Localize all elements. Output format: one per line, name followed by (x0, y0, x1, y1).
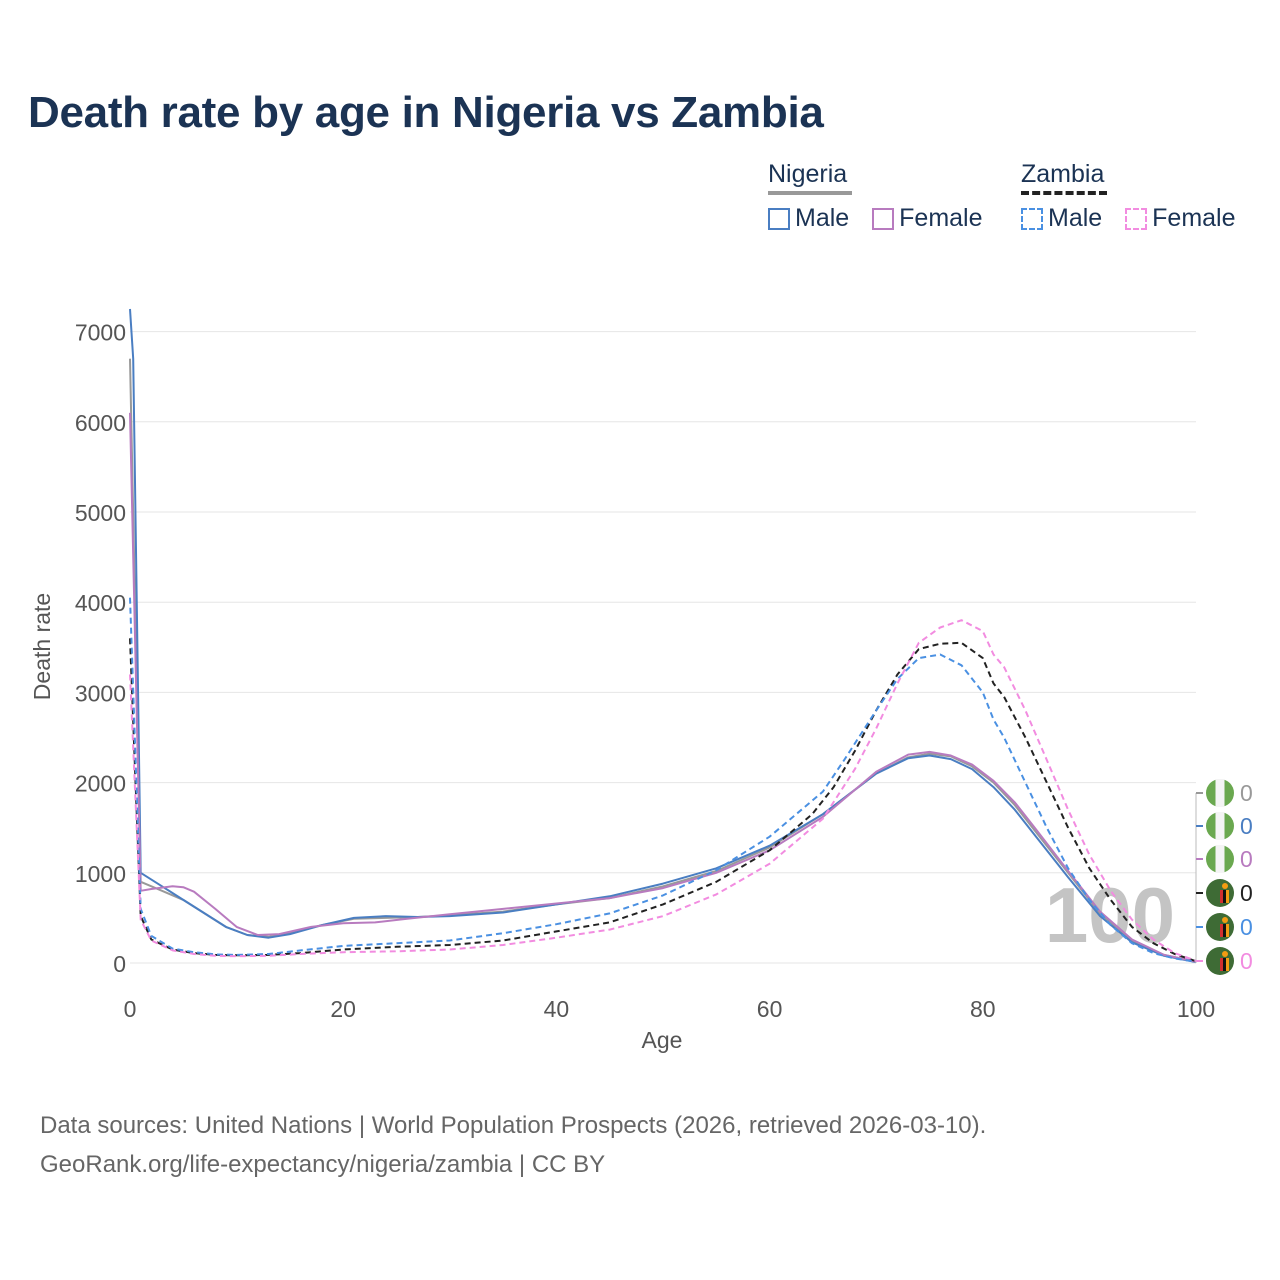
x-tick-label-20: 20 (330, 996, 356, 1022)
legend-title-line-nigeria (768, 191, 852, 195)
y-tick-label-1000: 1000 (75, 861, 126, 887)
zambia-flag-orange-4 (1226, 924, 1229, 937)
x-tick-label-100: 100 (1177, 996, 1215, 1022)
legend-title-nigeria: Nigeria (768, 160, 848, 188)
y-tick-label-6000: 6000 (75, 410, 126, 436)
legend-label-nigeria-male: Male (795, 204, 850, 232)
footer-source: Data sources: United Nations | World Pop… (40, 1112, 987, 1139)
footer-attribution[interactable]: GeoRank.org/life-expectancy/nigeria/zamb… (40, 1151, 606, 1178)
y-tick-label-4000: 4000 (75, 590, 126, 616)
legend-items-zambia: Male Female (1021, 204, 1252, 237)
y-axis-title: Death rate (29, 593, 55, 700)
zambia-flag-eagle-4 (1222, 917, 1228, 923)
y-tick-label-5000: 5000 (75, 500, 126, 526)
legend-swatch-nigeria-female (872, 207, 895, 230)
legend-label-zambia-male: Male (1048, 204, 1103, 232)
x-axis-title: Age (642, 1027, 683, 1053)
legend-label-zambia-female: Female (1152, 204, 1236, 232)
nigeria-flag-stripe-1 (1215, 812, 1225, 840)
zambia-flag-eagle-3 (1222, 883, 1228, 889)
zambia-flag-red-5 (1220, 958, 1223, 971)
series-line-zambia-total (129, 638, 1197, 963)
legend-swatch-nigeria-male (768, 207, 790, 230)
legend-title-line-zambia (1021, 191, 1107, 195)
zambia-flag-black-3 (1223, 890, 1226, 903)
series-line-zambia-female (129, 619, 1197, 962)
legend-label-nigeria-female: Female (899, 204, 983, 232)
zambia-flag-orange-5 (1226, 958, 1229, 971)
series-line-nigeria-female (129, 412, 1197, 963)
legend-item-zambia-female[interactable]: Female (1125, 204, 1236, 233)
legend-item-nigeria-male[interactable]: Male (768, 204, 849, 233)
legend-title-zambia: Zambia (1021, 160, 1105, 188)
series-line-zambia-male (129, 597, 1197, 963)
nigeria-flag-stripe-2 (1215, 845, 1225, 873)
zambia-flag-black-5 (1223, 958, 1226, 971)
x-tick-label-80: 80 (970, 996, 996, 1022)
zambia-flag-eagle-5 (1222, 951, 1228, 957)
series-line-nigeria-total (129, 358, 1197, 963)
end-value-label-2: 0 (1240, 846, 1253, 872)
legend-item-nigeria-female[interactable]: Female (872, 204, 983, 233)
legend-items-nigeria: Male Female (768, 204, 999, 237)
current-age-label: 100 (1045, 871, 1175, 959)
y-tick-label-2000: 2000 (75, 771, 126, 797)
legend-swatch-zambia-male (1021, 207, 1043, 230)
series-line-nigeria-male (129, 308, 1197, 964)
y-tick-label-3000: 3000 (75, 680, 126, 706)
footer: Data sources: United Nations | World Pop… (40, 1106, 986, 1184)
zambia-flag-orange-3 (1226, 890, 1229, 903)
end-value-label-4: 0 (1240, 914, 1253, 940)
end-value-label-5: 0 (1240, 948, 1253, 974)
x-tick-label-40: 40 (544, 996, 570, 1022)
chart-title: Death rate by age in Nigeria vs Zambia (28, 88, 824, 137)
x-tick-label-0: 0 (124, 996, 137, 1022)
x-tick-label-60: 60 (757, 996, 783, 1022)
end-value-label-1: 0 (1240, 813, 1253, 839)
nigeria-flag-stripe-0 (1215, 779, 1225, 807)
zambia-flag-red-3 (1220, 890, 1223, 903)
end-value-label-0: 0 (1240, 780, 1253, 806)
legend-swatch-zambia-female (1125, 207, 1148, 230)
end-value-label-3: 0 (1240, 880, 1253, 906)
zambia-flag-red-4 (1220, 924, 1223, 937)
y-tick-label-0: 0 (113, 951, 126, 977)
zambia-flag-black-4 (1223, 924, 1226, 937)
legend-item-zambia-male[interactable]: Male (1021, 204, 1102, 233)
y-tick-label-7000: 7000 (75, 320, 126, 346)
